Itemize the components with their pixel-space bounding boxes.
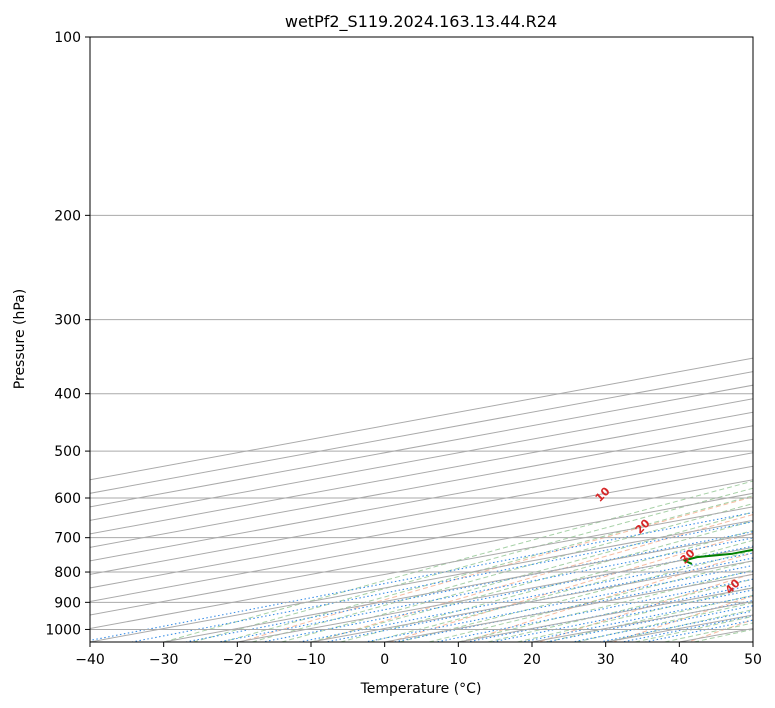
isotherm-line xyxy=(90,492,753,616)
mixing-ratio-line xyxy=(572,605,753,642)
isotherm-line xyxy=(752,641,753,642)
isotherm-line xyxy=(90,452,753,575)
moist-adiabat-line xyxy=(222,495,753,642)
dry-adiabat-line xyxy=(763,37,775,642)
chart-title: wetPf2_S119.2024.163.13.44.R24 xyxy=(285,12,557,32)
moist-adiabat-line xyxy=(369,539,753,642)
y-tick-label: 800 xyxy=(54,565,81,581)
y-tick-label: 500 xyxy=(54,444,81,460)
x-tick-label: 40 xyxy=(670,652,688,668)
moist-adiabat-line xyxy=(251,503,753,642)
axis-ticks: −40 −30 −20 −10 0 10 20 30 40 50 100 200 300 400 500 60… xyxy=(45,30,762,668)
x-tick-label: 50 xyxy=(744,652,762,668)
moist-adiabat-line xyxy=(163,480,753,642)
y-tick-label: 900 xyxy=(54,595,81,611)
x-tick-label: 30 xyxy=(597,652,615,668)
x-axis-title: Temperature (°C) xyxy=(360,681,482,697)
x-tick-label: −20 xyxy=(223,652,253,668)
moist-adiabat-line xyxy=(399,550,753,642)
y-tick-label: 1000 xyxy=(45,622,81,638)
background-lines xyxy=(90,37,775,642)
isotherm-line xyxy=(163,533,753,642)
x-tick-label: 20 xyxy=(523,652,541,668)
isotherm-line xyxy=(90,506,753,629)
mixing-ratio-line xyxy=(90,511,753,641)
x-tick-label: −30 xyxy=(149,652,179,668)
y-tick-label: 100 xyxy=(54,30,81,46)
y-tick-label: 300 xyxy=(54,313,81,329)
isotherm-line xyxy=(90,438,753,562)
mixing-ratio-line xyxy=(218,537,753,642)
mixing-ratio-line xyxy=(325,557,753,642)
y-tick-label: 200 xyxy=(54,208,81,224)
isotherm-line xyxy=(90,425,753,548)
x-tick-label: −10 xyxy=(296,652,326,668)
plot-background xyxy=(90,37,753,642)
y-tick-label: 600 xyxy=(54,491,81,507)
plot-frame xyxy=(89,36,754,643)
isotherm-line xyxy=(90,479,753,602)
mixing-ratio-line xyxy=(622,614,753,642)
x-tick-label: −40 xyxy=(75,652,105,668)
isotherm-line xyxy=(90,465,753,589)
y-axis-title: Pressure (hPa) xyxy=(12,289,28,389)
y-tick-label: 400 xyxy=(54,387,81,403)
x-tick-label: 10 xyxy=(449,652,467,668)
isotherm-line xyxy=(90,519,753,642)
y-tick-label: 700 xyxy=(54,531,81,547)
moist-adiabat-line xyxy=(458,569,753,642)
moist-adiabat-line xyxy=(517,586,753,642)
x-tick-label: 0 xyxy=(380,652,389,668)
